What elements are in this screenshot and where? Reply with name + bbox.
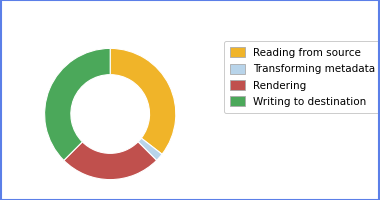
Wedge shape [64,142,157,180]
Legend: Reading from source, Transforming metadata, Rendering, Writing to destination: Reading from source, Transforming metada… [224,41,380,113]
Wedge shape [110,48,176,154]
Text: PERFORMANCE: PERFORMANCE [25,9,125,22]
Wedge shape [138,138,162,160]
Text: ↺: ↺ [2,8,15,23]
Wedge shape [44,48,110,160]
